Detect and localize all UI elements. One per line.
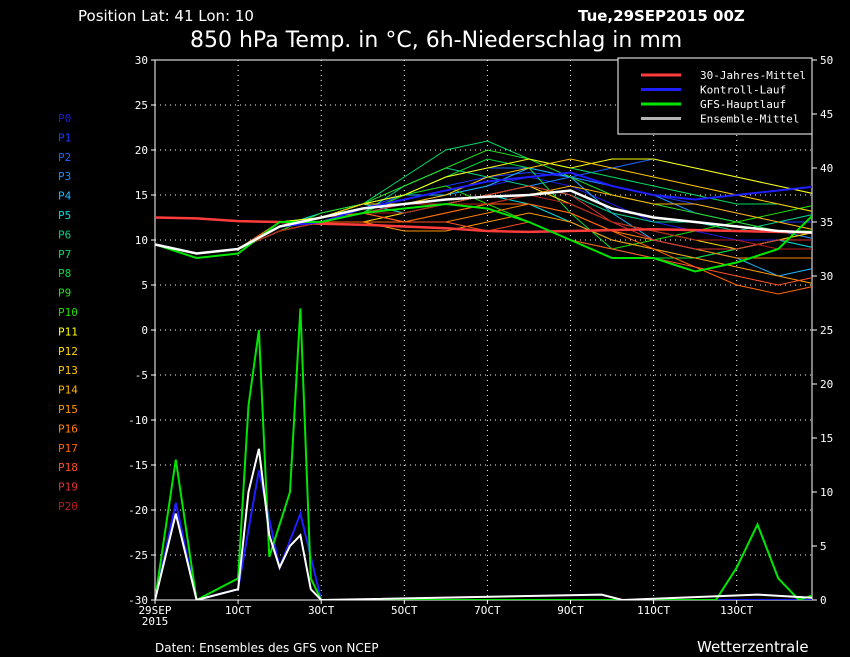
member-label: P12 bbox=[58, 345, 78, 358]
y-right-tick-label: 0 bbox=[820, 594, 827, 607]
member-line-P20 bbox=[155, 194, 812, 255]
y-right-tick-label: 35 bbox=[820, 216, 833, 229]
precip-line-main_run bbox=[155, 308, 812, 600]
members-legend: P0 P1 P2 P3 P4 P5 P6 P7 P8 P9 P10 P11 P12 P13 P14 P15 P1… bbox=[58, 112, 78, 513]
y-left-tick-label: 0 bbox=[141, 324, 148, 337]
member-label: P7 bbox=[58, 248, 71, 261]
y-left-tick-label: -20 bbox=[128, 504, 148, 517]
y-left-tick-label: -15 bbox=[128, 459, 148, 472]
y-left-tick-label: -10 bbox=[128, 414, 148, 427]
x-tick-label: 5OCT bbox=[391, 604, 418, 617]
plot-frame bbox=[154, 59, 813, 601]
member-label: P10 bbox=[58, 306, 78, 319]
member-label: P3 bbox=[58, 170, 71, 183]
member-label: P1 bbox=[58, 131, 71, 144]
y-right-tick-label: 50 bbox=[820, 54, 833, 67]
y-right-tick-label: 40 bbox=[820, 162, 833, 175]
precip-line-ensemble_mean bbox=[155, 448, 812, 600]
brand-label: Wetterzentrale bbox=[697, 638, 809, 656]
legend-label: Kontroll-Lauf bbox=[700, 84, 786, 97]
temp-line-climate_mean bbox=[155, 216, 812, 234]
member-label: P2 bbox=[58, 151, 71, 164]
member-label: P18 bbox=[58, 461, 78, 474]
precip-line-control bbox=[155, 470, 812, 600]
run-date: Tue,29SEP2015 00Z bbox=[578, 7, 745, 25]
y-left-tick-label: 25 bbox=[135, 99, 148, 112]
member-label: P16 bbox=[58, 422, 78, 435]
x-tick-label: 9OCT bbox=[557, 604, 584, 617]
y-right-tick-label: 20 bbox=[820, 378, 833, 391]
x-tick-label: 7OCT bbox=[474, 604, 501, 617]
temp-line-main_run bbox=[155, 202, 812, 273]
y-right-tick-label: 25 bbox=[820, 324, 833, 337]
member-label: P0 bbox=[58, 112, 71, 125]
member-label: P5 bbox=[58, 209, 71, 222]
legend-label: 30-Jahres-Mittel bbox=[700, 69, 806, 82]
x-tick-label: 13OCT bbox=[720, 604, 753, 617]
x-tick-label: 11OCT bbox=[637, 604, 670, 617]
y-left-tick-label: 5 bbox=[141, 279, 148, 292]
member-label: P8 bbox=[58, 267, 71, 280]
member-label: P11 bbox=[58, 325, 78, 338]
y-left-tick-label: 30 bbox=[135, 54, 148, 67]
member-label: P4 bbox=[58, 190, 72, 203]
y-left-tick-label: 15 bbox=[135, 189, 148, 202]
y-right-tick-label: 30 bbox=[820, 270, 833, 283]
y-left-tick-label: -5 bbox=[135, 369, 148, 382]
x-tick-label: 29SEP bbox=[138, 604, 171, 617]
member-label: P9 bbox=[58, 287, 71, 300]
member-label: P15 bbox=[58, 403, 78, 416]
data-source: Daten: Ensembles des GFS von NCEP bbox=[155, 641, 379, 655]
member-label: P14 bbox=[58, 384, 78, 397]
y-right-tick-label: 45 bbox=[820, 108, 833, 121]
legend-box bbox=[617, 57, 813, 135]
y-left-tick-label: 20 bbox=[135, 144, 148, 157]
member-label: P6 bbox=[58, 228, 71, 241]
member-label: P19 bbox=[58, 481, 78, 494]
y-right-tick-label: 10 bbox=[820, 486, 833, 499]
legend-label: GFS-Hauptlauf bbox=[700, 98, 786, 111]
chart-title: 850 hPa Temp. in °C, 6h-Niederschlag in … bbox=[190, 28, 682, 53]
series-layer bbox=[155, 140, 812, 600]
x-year-label: 2015 bbox=[142, 615, 169, 628]
y-right-tick-label: 15 bbox=[820, 432, 833, 445]
legend-label: Ensemble-Mittel bbox=[700, 113, 799, 126]
axes: 29SEP 1OCT 3OCT 5OCT 7OCT 9OCT 11OCT 13OCT20153… bbox=[128, 54, 833, 628]
grid bbox=[155, 60, 812, 600]
y-right-tick-label: 5 bbox=[820, 540, 827, 553]
temp-line-ensemble_mean bbox=[155, 189, 812, 255]
y-left-tick-label: 10 bbox=[135, 234, 148, 247]
y-left-tick-label: -25 bbox=[128, 549, 148, 562]
member-label: P13 bbox=[58, 364, 78, 377]
x-tick-label: 1OCT bbox=[225, 604, 252, 617]
x-tick-label: 3OCT bbox=[308, 604, 335, 617]
y-left-tick-label: -30 bbox=[128, 594, 148, 607]
member-label: P17 bbox=[58, 442, 78, 455]
member-label: P20 bbox=[58, 500, 78, 513]
position-label: Position Lat: 41 Lon: 10 bbox=[78, 7, 254, 25]
legend: 30-Jahres-Mittel Kontroll-LaufGFS-Hauptla… bbox=[617, 57, 813, 135]
